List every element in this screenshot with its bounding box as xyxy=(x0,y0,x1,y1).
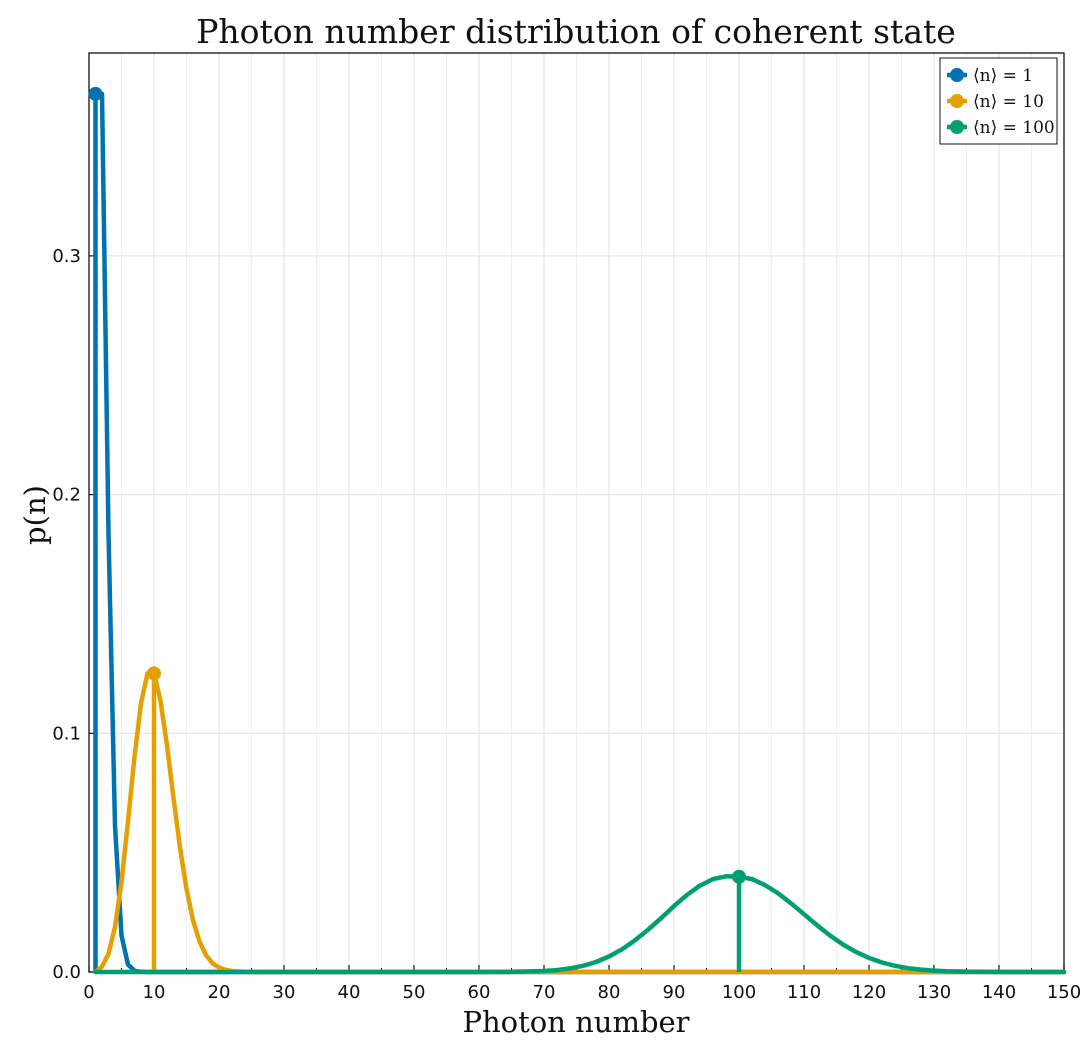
mean-marker-point xyxy=(732,869,746,884)
x-tick-label: 90 xyxy=(663,982,686,1003)
legend-swatch-marker xyxy=(950,68,964,82)
series-3 xyxy=(93,869,1067,975)
x-tick-label: 120 xyxy=(852,982,886,1003)
x-tick-label: 100 xyxy=(722,982,756,1003)
x-axis-label: Photon number xyxy=(462,1005,689,1039)
legend-item: ⟨n⟩ = 100 xyxy=(947,118,1055,138)
x-tick-label: 60 xyxy=(468,982,491,1003)
x-tick-label: 40 xyxy=(338,982,361,1003)
legend-label: ⟨n⟩ = 1 xyxy=(973,66,1033,86)
legend-label: ⟨n⟩ = 10 xyxy=(973,92,1044,112)
legend-swatch-marker xyxy=(950,120,964,134)
series-layer xyxy=(88,86,1067,975)
x-tick-label: 30 xyxy=(273,982,296,1003)
mean-marker-point xyxy=(88,86,103,101)
series-line xyxy=(93,874,1067,975)
x-tick-label: 110 xyxy=(787,982,821,1003)
legend-swatch-marker xyxy=(950,94,964,108)
y-tick-label: 0.1 xyxy=(52,723,81,744)
series-2 xyxy=(93,666,1067,975)
x-tick-label: 140 xyxy=(982,982,1016,1003)
series-line xyxy=(93,671,1067,975)
chart-title: Photon number distribution of coherent s… xyxy=(196,12,956,51)
y-tick-label: 0.0 xyxy=(52,962,81,983)
grid xyxy=(88,53,1065,973)
legend-item: ⟨n⟩ = 10 xyxy=(947,92,1044,112)
mean-marker-point xyxy=(147,666,161,681)
y-axis-label: p(n) xyxy=(18,485,52,545)
x-tick-label: 80 xyxy=(598,982,621,1003)
x-tick-label: 0 xyxy=(83,982,94,1003)
x-tick-label: 50 xyxy=(403,982,426,1003)
x-tick-label: 150 xyxy=(1047,982,1080,1003)
y-tick-label: 0.2 xyxy=(52,485,81,506)
series-line xyxy=(93,91,1067,975)
y-tick-label: 0.3 xyxy=(52,246,81,267)
axis-ticks: 0 10 20 30 40 50 60 70 80 90 100 110 120 130 140 150 0.0… xyxy=(52,246,1080,1003)
x-tick-label: 20 xyxy=(208,982,231,1003)
legend-item: ⟨n⟩ = 1 xyxy=(947,66,1033,86)
x-tick-label: 70 xyxy=(533,982,556,1003)
legend: ⟨n⟩ = 1 ⟨n⟩ = 10 ⟨n⟩ = 100 xyxy=(939,57,1058,145)
legend-label: ⟨n⟩ = 100 xyxy=(973,118,1055,138)
x-tick-label: 130 xyxy=(917,982,951,1003)
x-tick-label: 10 xyxy=(143,982,166,1003)
